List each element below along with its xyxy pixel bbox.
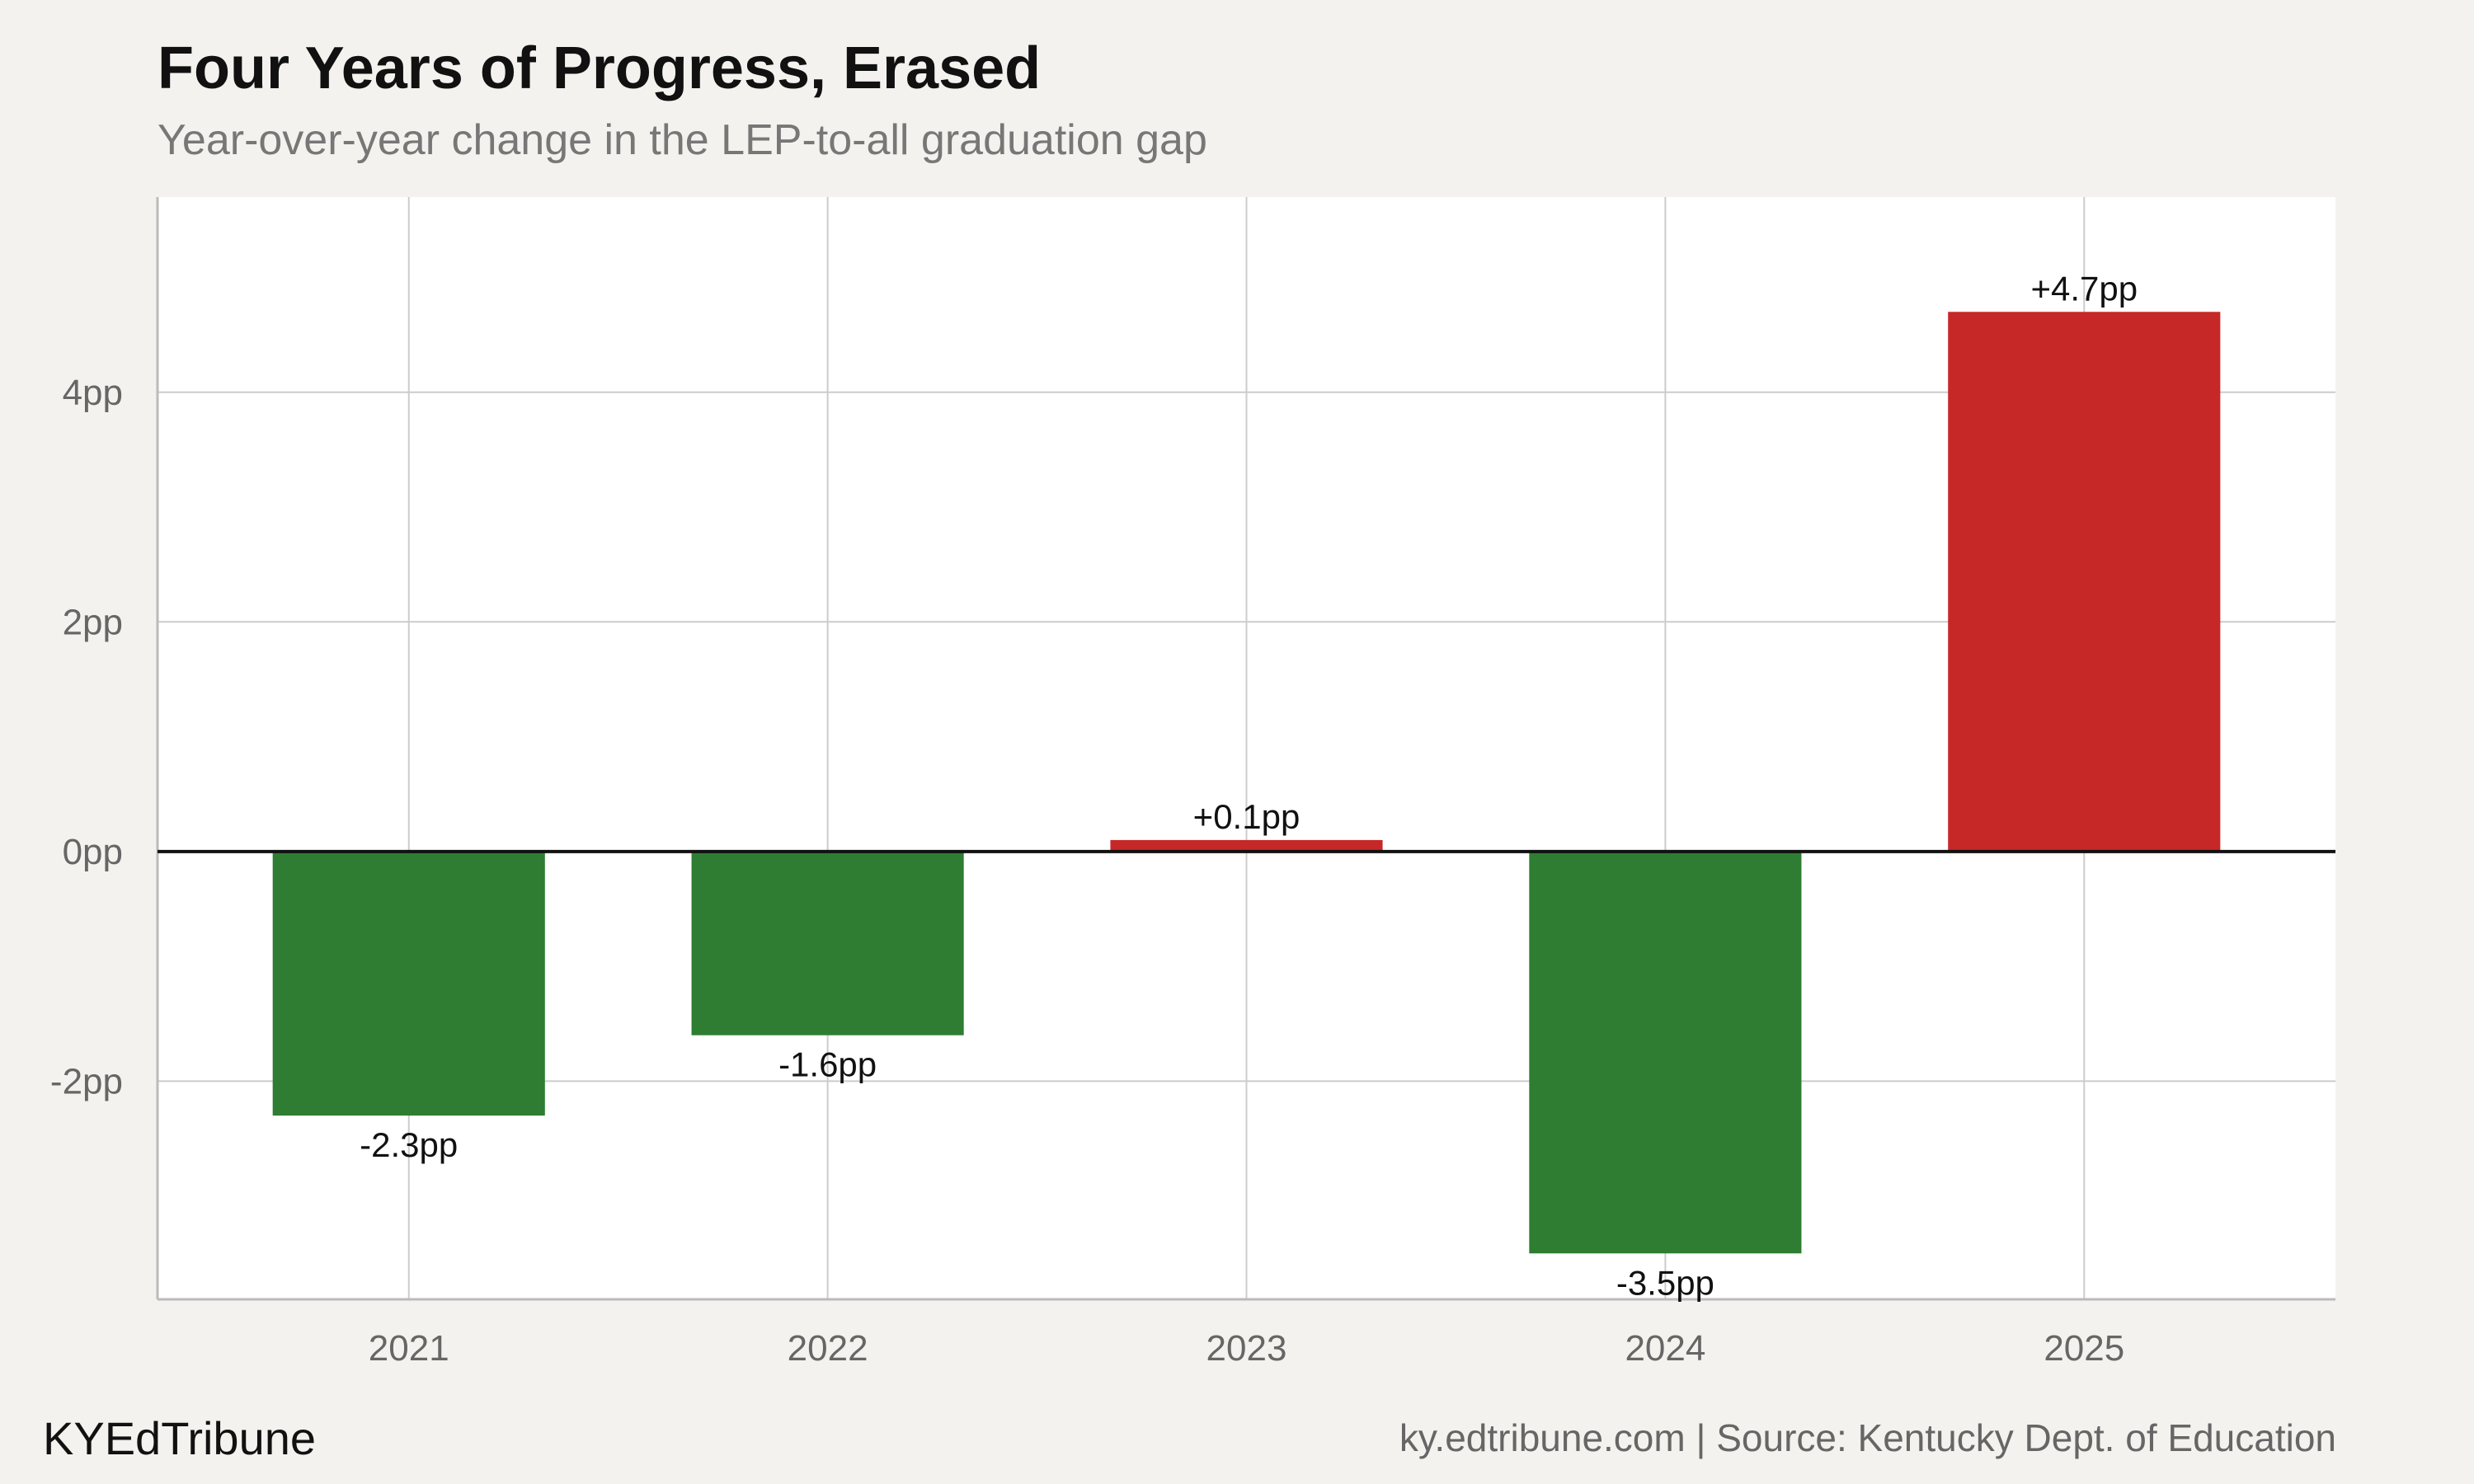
bar-2025 <box>1948 312 2221 852</box>
y-tick-label: -2pp <box>50 1061 123 1101</box>
bar-2023 <box>1110 839 1383 852</box>
data-label-2025: +4.7pp <box>2030 269 2138 308</box>
x-tick-label: 2021 <box>369 1328 449 1369</box>
data-label-2021: -2.3pp <box>360 1125 458 1164</box>
bar-2021 <box>272 851 545 1116</box>
brand-logo-text: KYEdTribune <box>43 1412 316 1464</box>
y-tick-label: 2pp <box>63 602 123 642</box>
x-tick-label: 2022 <box>788 1328 868 1369</box>
bar-2022 <box>691 851 964 1036</box>
data-label-2022: -1.6pp <box>778 1045 877 1084</box>
x-tick-label: 2024 <box>1625 1328 1705 1369</box>
chart-title: Four Years of Progress, Erased <box>158 35 1042 101</box>
y-tick-label: 4pp <box>63 373 123 413</box>
data-label-2023: +0.1pp <box>1193 797 1300 836</box>
x-tick-label: 2023 <box>1206 1328 1287 1369</box>
x-tick-label: 2025 <box>2044 1328 2124 1369</box>
bar-2024 <box>1529 851 1802 1254</box>
source-credit: ky.edtribune.com | Source: Kentucky Dept… <box>1399 1416 2336 1459</box>
data-label-2024: -3.5pp <box>1616 1263 1714 1302</box>
chart-subtitle: Year-over-year change in the LEP-to-all … <box>158 116 1207 164</box>
y-tick-label: 0pp <box>63 832 123 872</box>
